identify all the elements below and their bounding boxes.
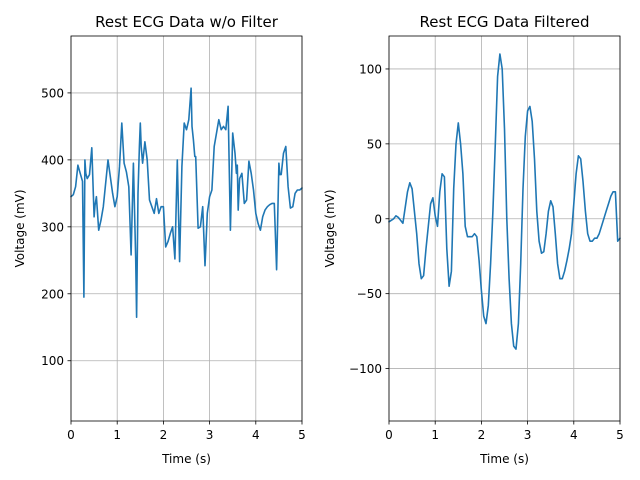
series-line (388, 53, 621, 350)
x-tick-label: 5 (616, 428, 624, 442)
chart-title: Rest ECG Data Filtered (420, 13, 590, 31)
x-tick-label: 0 (385, 428, 393, 442)
y-tick-label: 100 (41, 354, 64, 368)
y-axis-label: Voltage (mV) (13, 189, 27, 267)
y-tick-label: 0 (374, 212, 382, 226)
x-tick-label: 2 (160, 428, 168, 442)
y-tick-label: 100 (359, 62, 382, 76)
x-tick-label: 0 (67, 428, 75, 442)
y-axis-label: Voltage (mV) (323, 189, 337, 267)
x-tick-label: 4 (252, 428, 260, 442)
chart-title: Rest ECG Data w/o Filter (95, 13, 279, 31)
x-tick-label: 5 (298, 428, 306, 442)
y-tick-label: 50 (367, 137, 382, 151)
y-tick-label: 400 (41, 153, 64, 167)
plot-frame (388, 35, 621, 422)
x-tick-label: 1 (431, 428, 439, 442)
x-tick-label: 3 (206, 428, 214, 442)
series-line (70, 87, 303, 318)
y-tick-label: 300 (41, 220, 64, 234)
x-tick-label: 1 (113, 428, 121, 442)
x-axis-label: Time (s) (479, 452, 529, 466)
y-tick-label: −50 (357, 287, 382, 301)
x-tick-label: 3 (524, 428, 532, 442)
plot-frame (70, 35, 303, 422)
subplot-2: 0 1 2 3 4 5 −100 −50 0 50 100 Rest ECG Data Filtere… (323, 13, 624, 466)
y-tick-label: 200 (41, 287, 64, 301)
x-axis-label: Time (s) (161, 452, 211, 466)
y-tick-label: −100 (349, 362, 382, 376)
x-tick-label: 2 (478, 428, 486, 442)
subplot-1: 0 1 2 3 4 5 100 200 300 400 500 Rest ECG Data w/o F… (13, 13, 306, 466)
y-tick-label: 500 (41, 86, 64, 100)
x-tick-label: 4 (570, 428, 578, 442)
